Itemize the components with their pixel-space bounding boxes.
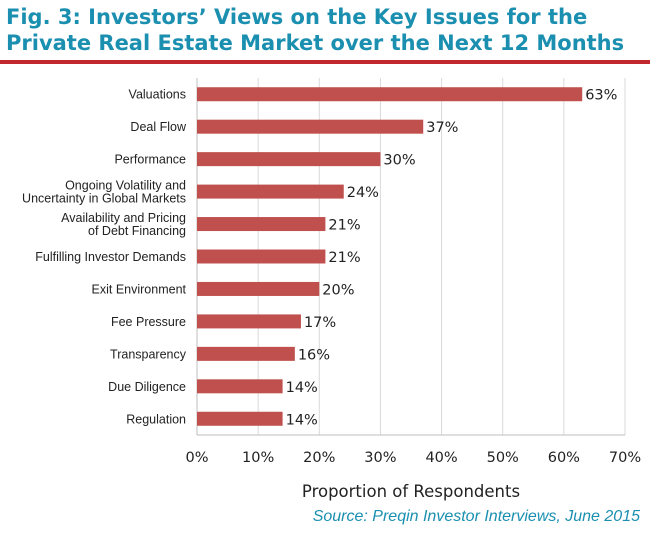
category-label: Valuations [129,88,186,102]
category-label: Due Diligence [108,380,186,394]
bar [197,152,381,167]
x-tick-label: 60% [548,450,580,466]
data-label: 30% [383,153,415,169]
bar [197,346,295,361]
data-label: 20% [322,282,354,298]
data-label: 14% [286,412,318,428]
category-label: Availability and Pricing of Debt Financin… [61,211,186,238]
bar [197,411,283,426]
data-label: 24% [347,185,379,201]
data-label: 63% [585,88,617,104]
chart-title: Fig. 3: Investors’ Views on the Key Issu… [6,4,646,56]
category-label: Fulfilling Investor Demands [35,250,186,264]
category-label: Fee Pressure [111,315,186,329]
category-label: Regulation [126,412,186,426]
figure-number: Fig. 3: [6,5,81,29]
bar [197,249,326,264]
data-label: 21% [328,218,360,234]
data-label: 17% [304,315,336,331]
category-label: Exit Environment [92,282,187,296]
x-tick-label: 70% [609,450,641,466]
data-label: 16% [298,347,330,363]
category-label: Transparency [110,347,187,361]
x-axis-title: Proportion of Respondents [302,482,520,501]
x-tick-label: 20% [303,450,335,466]
x-tick-label: 50% [487,450,519,466]
bar [197,379,283,394]
bar [197,281,320,296]
x-tick-label: 30% [364,450,396,466]
data-label: 14% [286,380,318,396]
bar [197,314,301,329]
x-tick-label: 40% [425,450,457,466]
category-label: Ongoing Volatility and Uncertainty in Glo… [22,179,186,206]
bar [197,184,344,199]
title-text: Investors’ Views on the Key Issues for t… [6,5,625,55]
bar [197,119,424,134]
data-label: 37% [426,120,458,136]
bar [197,87,583,102]
x-tick-label: 0% [185,450,208,466]
bar [197,217,326,232]
title-divider [0,60,650,64]
x-tick-label: 10% [242,450,274,466]
category-label: Deal Flow [130,120,187,134]
source-note: Source: Preqin Investor Interviews, June… [312,508,640,525]
data-label: 21% [328,250,360,266]
category-label: Performance [114,153,186,167]
